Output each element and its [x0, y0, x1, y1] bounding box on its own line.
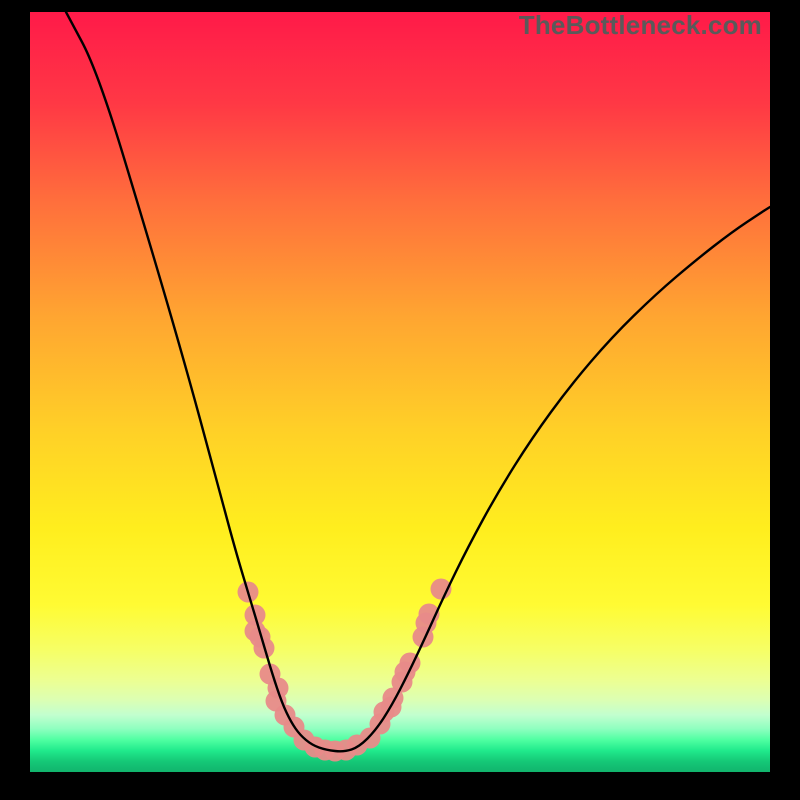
plot-svg	[30, 12, 770, 772]
plot-area	[30, 12, 770, 772]
watermark-text: TheBottleneck.com	[519, 10, 762, 41]
scatter-points	[238, 579, 452, 762]
frame: TheBottleneck.com	[0, 0, 800, 800]
